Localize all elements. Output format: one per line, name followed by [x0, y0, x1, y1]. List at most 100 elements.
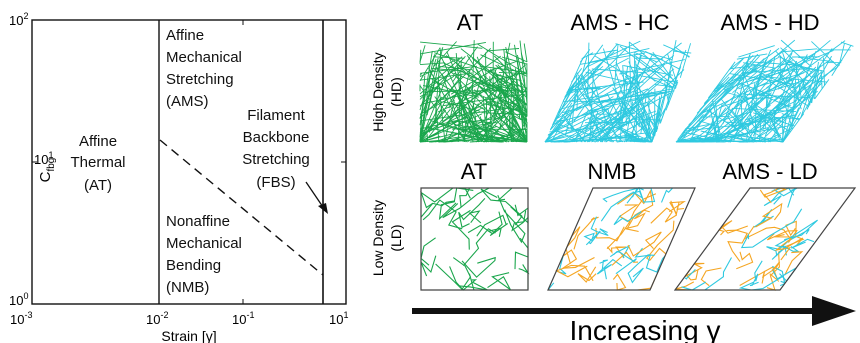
fiber	[545, 107, 610, 141]
region-label: (AMS)	[166, 93, 209, 110]
fiber	[419, 75, 455, 98]
fiber	[614, 44, 619, 86]
fiber	[740, 208, 803, 249]
fiber	[472, 91, 528, 116]
fiber	[784, 251, 804, 276]
fiber	[568, 116, 611, 140]
fiber	[623, 65, 674, 76]
fiber	[444, 99, 455, 143]
tick-marks	[32, 20, 346, 304]
row-label-high-density: High Density	[370, 52, 386, 131]
fiber	[681, 281, 707, 291]
fiber	[500, 80, 528, 89]
fiber	[782, 64, 822, 143]
network-ld-at	[420, 187, 530, 291]
panel-title-ld-ams-ld: AMS - LD	[722, 159, 817, 184]
fiber	[568, 87, 601, 91]
fiber	[441, 57, 479, 136]
fiber	[460, 69, 471, 107]
fiber	[496, 187, 514, 202]
fiber	[466, 55, 488, 86]
fiber	[595, 113, 636, 115]
fiber	[659, 49, 687, 124]
fiber	[738, 45, 775, 58]
fiber	[602, 187, 641, 204]
fiber	[597, 264, 612, 280]
fiber	[498, 71, 528, 75]
fiber	[640, 93, 647, 134]
fiber	[485, 99, 488, 143]
fiber	[761, 261, 781, 284]
fiber	[783, 60, 816, 72]
fiber	[585, 40, 641, 68]
fiber	[430, 136, 460, 143]
fiber	[749, 260, 763, 287]
fiber	[814, 79, 830, 99]
fiber	[791, 67, 798, 130]
fiber	[471, 40, 475, 102]
region-at: Affine Thermal (AT)	[70, 133, 125, 194]
panel-title-ld-at: AT	[461, 159, 487, 184]
fiber	[583, 232, 595, 242]
fiber	[763, 99, 785, 127]
fiber	[587, 47, 650, 64]
panel-title-ld-nmb: NMB	[588, 159, 637, 184]
fiber	[489, 76, 492, 142]
fiber	[638, 105, 655, 138]
fiber	[639, 75, 679, 84]
fiber	[605, 111, 660, 143]
fiber	[545, 109, 624, 143]
fiber	[706, 59, 785, 135]
fiber	[651, 111, 660, 143]
fiber	[613, 250, 637, 275]
fiber	[577, 74, 594, 113]
fiber	[749, 61, 796, 66]
fiber	[581, 74, 601, 136]
fiber	[736, 251, 754, 270]
fiber	[458, 198, 486, 229]
fiber	[646, 220, 675, 262]
fiber	[451, 103, 527, 143]
fiber	[793, 48, 833, 103]
fiber	[459, 281, 488, 291]
region-label: Bending	[166, 257, 221, 274]
fiber	[777, 40, 846, 90]
fiber	[782, 85, 802, 143]
network-hd-ams-hd	[675, 39, 854, 143]
fiber	[590, 216, 609, 237]
fiber	[447, 100, 492, 123]
fiber	[591, 116, 604, 143]
fiber	[741, 125, 771, 143]
region-fbs: Filament Backbone Stretching (FBS)	[242, 107, 310, 191]
fiber	[556, 255, 567, 275]
fiber	[675, 124, 710, 143]
fiber	[480, 188, 523, 226]
fiber	[445, 55, 497, 93]
fiber	[602, 48, 622, 108]
fiber	[505, 58, 514, 90]
fiber	[613, 211, 642, 226]
fiber	[772, 39, 831, 89]
fiber	[573, 216, 599, 250]
fiber	[728, 57, 745, 71]
fiber	[717, 220, 748, 236]
fiber	[468, 210, 482, 224]
fiber	[713, 58, 744, 92]
fiber	[659, 187, 674, 203]
fiber	[441, 74, 461, 126]
fiber	[433, 41, 457, 67]
row-label-low-density: Low Density	[370, 200, 386, 276]
fiber	[628, 193, 657, 224]
fiber	[419, 135, 441, 143]
fiber	[561, 121, 595, 143]
fiber	[490, 132, 528, 143]
fiber	[564, 65, 604, 98]
fiber	[714, 82, 724, 90]
fiber	[477, 43, 528, 75]
fiber	[768, 134, 782, 143]
fiber	[665, 84, 677, 111]
fiber	[797, 56, 834, 63]
region-label: Mechanical	[166, 235, 242, 252]
fiber	[667, 85, 670, 106]
fiber	[693, 131, 732, 143]
